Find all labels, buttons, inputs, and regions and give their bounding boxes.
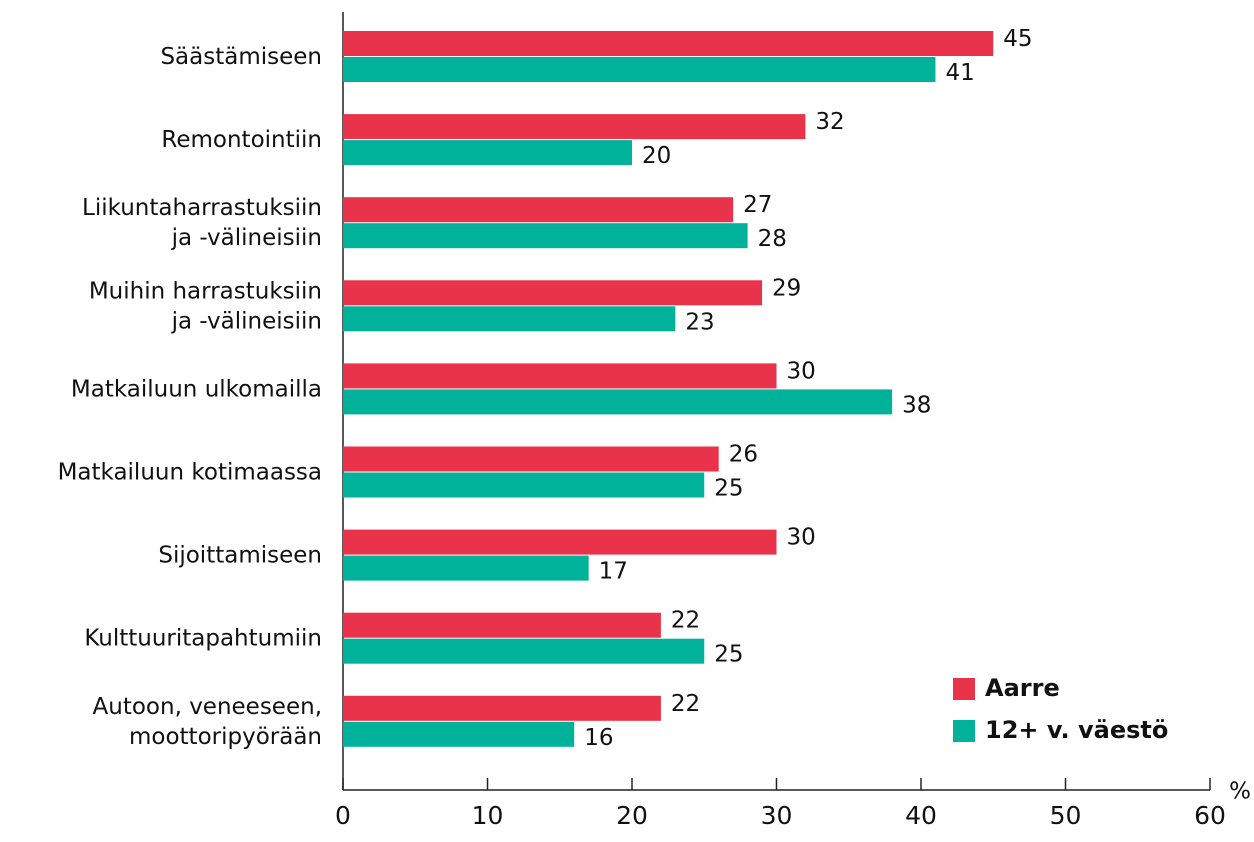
category-label: Autoon, veneeseen, moottoripyörään [93,693,322,749]
value-label: 30 [787,358,816,384]
category-label: Matkailuun kotimaassa [58,459,322,485]
category-line: Matkailuun ulkomailla [71,376,322,402]
category-line: Matkailuun kotimaassa [58,459,322,485]
bar [343,31,994,56]
category-line: ja -välineisiin [171,225,322,251]
legend-swatch [953,678,975,700]
category-label: Muihin harrastuksiin ja -välineisiin [89,278,322,334]
category-line: Autoon, veneeseen, [93,693,322,719]
category-label: Remontointiin [161,127,322,153]
value-label: 22 [671,608,700,634]
legend-label: 12+ v. väestö [985,716,1168,744]
category-line: ja -välineisiin [171,308,322,334]
value-label: 27 [743,192,772,218]
category-line: Liikuntaharrastuksiin [82,195,322,221]
category-label: Liikuntaharrastuksiin ja -välineisiin [82,195,322,251]
bar [343,555,589,581]
x-tick-label: 30 [761,801,793,830]
value-label: 25 [714,642,743,668]
bar [343,363,777,389]
legend-label: Aarre [985,674,1060,702]
bar [343,223,748,249]
value-label: 30 [787,525,816,551]
value-label: 23 [685,309,714,335]
category-line: Remontointiin [161,127,322,153]
bar [343,695,661,721]
category-line: Muihin harrastuksiin [89,278,322,304]
bar [343,721,575,747]
value-label: 41 [945,60,974,86]
value-label: 28 [758,226,787,252]
category-label: Sijoittamiseen [158,542,322,568]
category-line: Kulttuuritapahtumiin [84,625,322,651]
bar [343,140,632,166]
x-axis-label: % [1229,779,1251,805]
bar [343,446,719,472]
x-tick-label: 10 [472,801,504,830]
x-tick-label: 40 [905,801,937,830]
value-label: 16 [584,725,613,751]
x-tick-label: 0 [335,801,351,830]
value-label: 22 [671,691,700,717]
bar [343,472,705,498]
x-tick-label: 50 [1050,801,1082,830]
bar [343,197,734,223]
bar [343,280,763,306]
legend-swatch [953,720,975,742]
category-label: Säästämiseen [160,44,322,70]
value-label: 29 [772,275,801,301]
x-tick-label: 20 [616,801,648,830]
bar [343,389,893,415]
category-line: moottoripyörään [129,723,322,749]
category-label: Kulttuuritapahtumiin [84,625,322,651]
value-label: 26 [729,442,758,468]
bar [343,57,936,82]
bar [343,612,661,638]
category-line: Säästämiseen [160,44,322,70]
value-label: 20 [642,143,671,169]
category-line: Sijoittamiseen [158,542,322,568]
value-label: 17 [599,559,628,585]
value-label: 45 [1003,26,1032,52]
value-label: 25 [714,476,743,502]
category-label: Matkailuun ulkomailla [71,376,322,402]
bar [343,306,676,332]
bar [343,114,806,140]
x-tick-label: 60 [1194,801,1226,830]
bar [343,529,777,555]
bar [343,638,705,664]
value-label: 38 [902,392,931,418]
value-label: 32 [815,109,844,135]
